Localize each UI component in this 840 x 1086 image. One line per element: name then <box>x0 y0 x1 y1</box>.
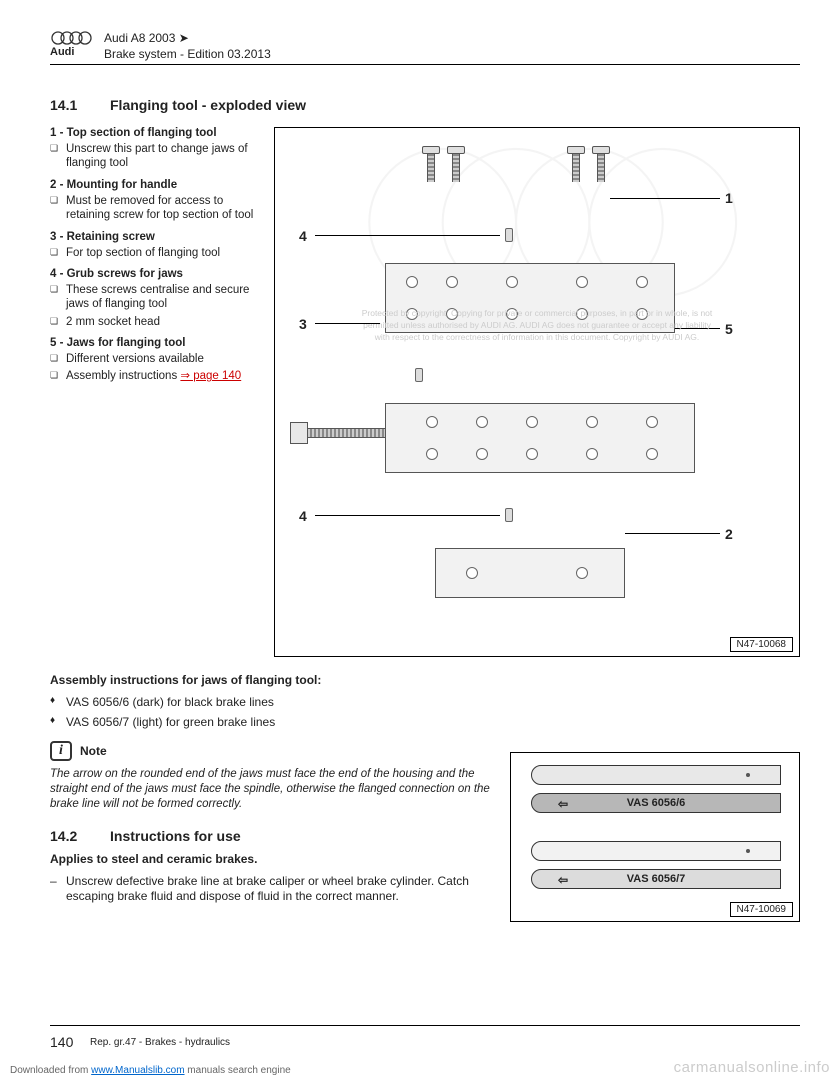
audi-rings-icon <box>50 30 94 46</box>
header-model: Audi A8 2003 ➤ <box>104 31 189 45</box>
screw-icon <box>595 146 607 182</box>
part-3-head: 3 - Retaining screw <box>50 231 260 243</box>
jaw-bar-2 <box>531 841 781 861</box>
arrow-left-icon: ⇦ <box>558 873 568 887</box>
assembly-item-0: VAS 6056/6 (dark) for black brake lines <box>50 695 800 709</box>
jaw-bar-1: ⇦ VAS 6056/6 <box>531 793 781 813</box>
copyright-watermark-3: with respect to the correctness of infor… <box>275 332 799 342</box>
copyright-watermark-2: permitted unless authorised by AUDI AG. … <box>275 320 799 330</box>
grub-screw-icon <box>505 228 513 242</box>
info-icon: i <box>50 741 72 761</box>
part-4-head: 4 - Grub screws for jaws <box>50 268 260 280</box>
part-4-sub-1: 2 mm socket head <box>50 315 260 329</box>
callout-1: 1 <box>725 190 733 206</box>
figure-id-main: N47-10068 <box>730 637 793 652</box>
retaining-screw-icon <box>415 368 423 382</box>
figure-id-jaws: N47-10069 <box>730 902 793 917</box>
copyright-watermark-1: Protected by copyright. Copying for priv… <box>275 308 799 318</box>
audi-text-icon: Audi <box>50 46 94 62</box>
footer-text: Rep. gr.47 - Brakes - hydraulics <box>90 1037 230 1048</box>
section-14-1-title: 14.1Flanging tool - exploded view <box>50 97 800 113</box>
screw-icon <box>570 146 582 182</box>
handle-mount-block <box>385 403 695 473</box>
screw-icon <box>450 146 462 182</box>
part-5-head: 5 - Jaws for flanging tool <box>50 337 260 349</box>
manualslib-link[interactable]: www.Manualslib.com <box>91 1065 184 1076</box>
arrow-left-icon: ⇦ <box>558 797 568 811</box>
jaws-figure: ⇦ VAS 6056/6 ⇦ VAS 6056/7 N47-10069 <box>510 752 800 922</box>
footer-rule <box>50 1025 800 1026</box>
jaw-bar-0 <box>531 765 781 785</box>
callout-4b: 4 <box>299 508 307 524</box>
section2-step-1: Unscrew defective brake line at brake ca… <box>50 874 520 905</box>
screw-icon <box>425 146 437 182</box>
part-4-sub-0: These screws centralise and secure jaws … <box>50 283 260 312</box>
bottom-block <box>435 548 625 598</box>
part-5-sub-1: Assembly instructions ⇒ page 140 <box>50 369 260 383</box>
page-140-link[interactable]: ⇒ page 140 <box>180 370 241 382</box>
assembly-item-1: VAS 6056/7 (light) for green brake lines <box>50 715 800 729</box>
grub-screw-icon <box>505 508 513 522</box>
part-1-sub-0: Unscrew this part to change jaws of flan… <box>50 142 260 171</box>
parts-list: 1 - Top section of flanging tool Unscrew… <box>50 127 260 392</box>
note-body: The arrow on the rounded end of the jaws… <box>50 767 510 812</box>
part-5-sub-0: Different versions available <box>50 352 260 366</box>
header-system: Brake system - Edition 03.2013 <box>104 47 271 61</box>
bolt-icon <box>290 418 390 448</box>
callout-4a: 4 <box>299 228 307 244</box>
part-1-head: 1 - Top section of flanging tool <box>50 127 260 139</box>
part-2-head: 2 - Mounting for handle <box>50 179 260 191</box>
note-label: Note <box>80 744 107 758</box>
download-line: Downloaded from www.Manualslib.com manua… <box>10 1065 291 1076</box>
site-watermark: carmanualsonline.info <box>674 1059 830 1076</box>
callout-3: 3 <box>299 316 307 332</box>
exploded-view-diagram: 1 4 <box>274 127 800 657</box>
part-2-sub-0: Must be removed for access to retaining … <box>50 194 260 223</box>
jaw-bar-3: ⇦ VAS 6056/7 <box>531 869 781 889</box>
page-number: 140 <box>50 1034 73 1050</box>
callout-2: 2 <box>725 526 733 542</box>
header-rule <box>50 64 800 65</box>
part-3-sub-0: For top section of flanging tool <box>50 246 260 260</box>
